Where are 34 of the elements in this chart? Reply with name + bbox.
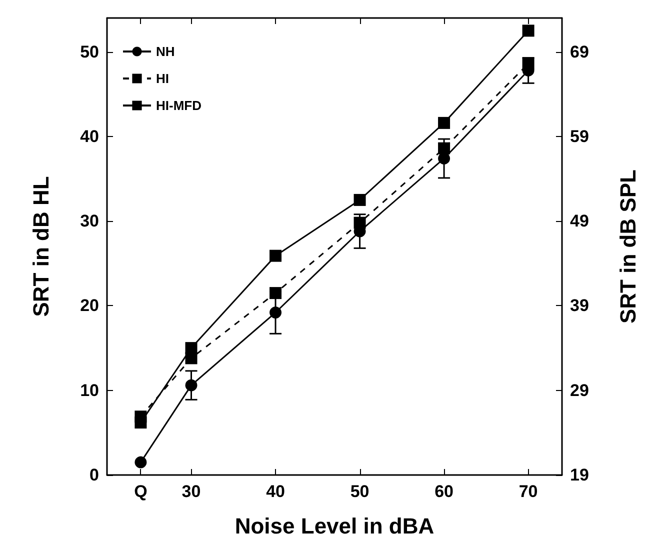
y2-axis-title: SRT in dB SPL	[616, 170, 640, 324]
point	[185, 379, 198, 392]
y-tick-label: 50	[80, 42, 99, 62]
point	[185, 352, 198, 364]
y-tick-label: 20	[80, 296, 99, 316]
x-axis-title: Noise Level in dBA	[234, 514, 434, 538]
x-tick-label: Q	[134, 482, 148, 501]
legend-label: NH	[156, 44, 175, 59]
x-tick-label: 70	[518, 482, 538, 501]
y2-tick-label: 59	[570, 126, 589, 146]
point	[354, 194, 366, 206]
y2-tick-label: 69	[570, 42, 589, 62]
y-tick-label: 0	[90, 466, 99, 484]
point	[438, 116, 450, 129]
point	[270, 287, 282, 300]
y2-tick-label: 39	[570, 296, 589, 316]
point	[134, 410, 147, 423]
x-tick-label: 40	[266, 482, 285, 501]
y2-tick-label: 49	[570, 212, 589, 231]
point	[270, 306, 282, 319]
legend-label: HI	[156, 71, 169, 86]
legend-label: HI-MFD	[156, 98, 202, 113]
y2-tick-label: 29	[570, 380, 589, 400]
y-axis-title: SRT in dB HL	[28, 176, 54, 317]
y2-tick-label: 19	[570, 466, 589, 484]
x-tick-label: 50	[350, 482, 370, 501]
x-tick-label: 60	[434, 482, 454, 501]
x-tick-label: 30	[182, 482, 201, 501]
point	[522, 24, 534, 37]
y-tick-label: 40	[80, 126, 99, 146]
y-tick-label: 30	[80, 212, 99, 231]
point	[270, 250, 282, 262]
y-tick-label: 10	[80, 380, 99, 400]
point	[134, 456, 147, 468]
